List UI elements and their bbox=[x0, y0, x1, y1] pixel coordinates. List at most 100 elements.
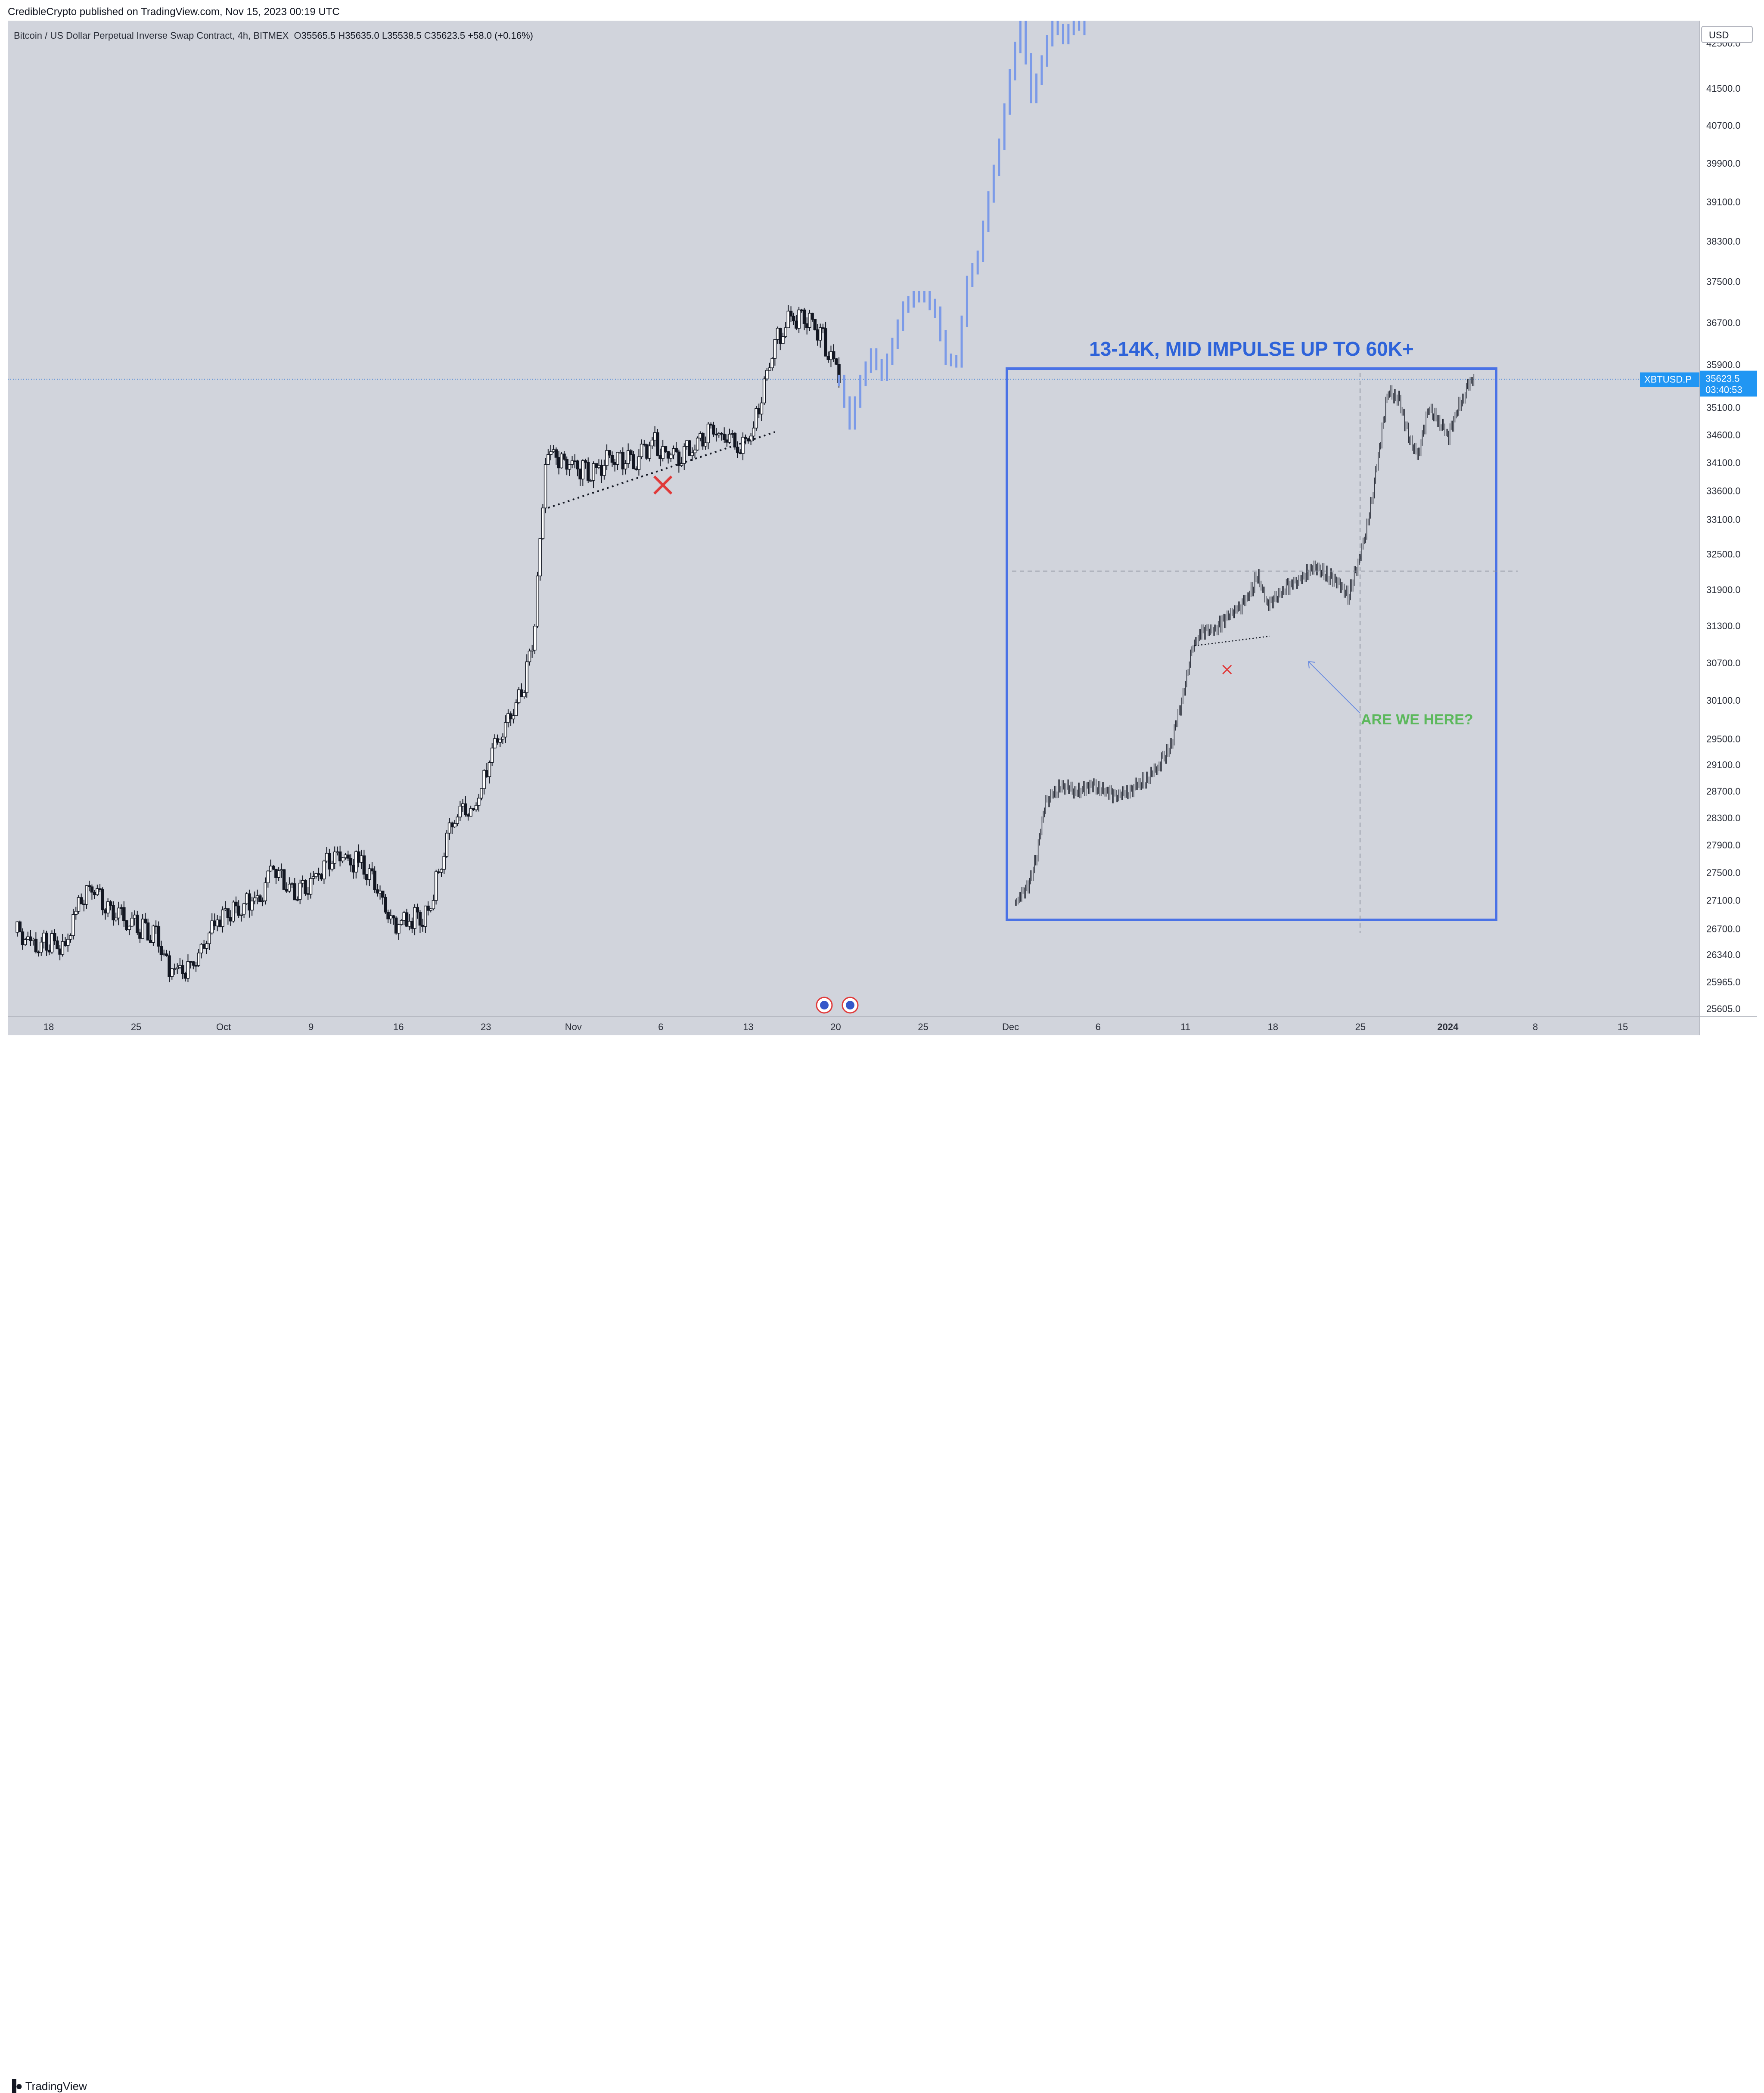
candle-body bbox=[298, 882, 302, 900]
candle-body bbox=[453, 823, 457, 828]
candle-body bbox=[394, 917, 398, 934]
time-tick-label: 2024 bbox=[1437, 1022, 1459, 1032]
candle-body bbox=[683, 446, 686, 464]
candle-body bbox=[304, 880, 307, 894]
candle-body bbox=[127, 925, 131, 930]
candle-body bbox=[533, 626, 537, 651]
chart-pane[interactable]: 13-14K, MID IMPULSE UP TO 60K+ ARE WE HE… bbox=[8, 21, 1699, 1016]
legend-high: 35635.0 bbox=[345, 30, 379, 41]
price-tick-label: 35900.0 bbox=[1706, 359, 1741, 370]
candle-body bbox=[621, 452, 625, 469]
candle-body bbox=[744, 437, 747, 439]
candle-body bbox=[218, 919, 222, 927]
candle-body bbox=[597, 465, 601, 468]
candle-body bbox=[426, 905, 430, 911]
candle-body bbox=[71, 914, 75, 936]
candle-body bbox=[589, 480, 593, 482]
candle-body bbox=[82, 904, 86, 905]
candle-body bbox=[154, 925, 158, 927]
price-tick-label: 27100.0 bbox=[1706, 895, 1741, 906]
candle-body bbox=[50, 933, 54, 953]
candle-body bbox=[295, 899, 299, 901]
candle-body bbox=[389, 915, 393, 919]
candle-body bbox=[554, 449, 558, 458]
candle-body bbox=[149, 940, 152, 943]
axis-corner bbox=[1699, 1016, 1757, 1036]
candle-body bbox=[757, 408, 761, 415]
fractal-box bbox=[1006, 367, 1497, 921]
candle-body bbox=[480, 788, 483, 799]
candle-body bbox=[543, 464, 547, 509]
candle-body bbox=[397, 924, 401, 934]
legend-c-label: C bbox=[424, 30, 431, 41]
candle-body bbox=[706, 423, 710, 443]
candle-body bbox=[136, 914, 139, 933]
candle-body bbox=[522, 692, 526, 697]
candle-body bbox=[407, 921, 411, 927]
candle-body bbox=[186, 961, 190, 979]
candle-body bbox=[685, 440, 689, 447]
time-tick-label: 25 bbox=[918, 1022, 928, 1032]
headline-annotation: 13-14K, MID IMPULSE UP TO 60K+ bbox=[1089, 338, 1414, 360]
candle-body bbox=[42, 932, 46, 943]
candle-body bbox=[202, 944, 206, 949]
price-tick-label: 33100.0 bbox=[1706, 514, 1741, 525]
candle-body bbox=[599, 465, 603, 476]
legend-title: Bitcoin / US Dollar Perpetual Inverse Sw… bbox=[14, 30, 289, 41]
time-axis[interactable]: 18 25 Oct 9 16 23 Nov 6 13 20 25 Dec 6 11 18 25 2024 8 15 bbox=[8, 1016, 1699, 1036]
candle-body bbox=[658, 455, 662, 459]
question-annotation: ARE WE HERE? bbox=[1361, 711, 1473, 728]
candle-body bbox=[87, 885, 91, 887]
candle-body bbox=[344, 854, 347, 858]
time-tick-label: 18 bbox=[43, 1022, 54, 1032]
fractal-cross bbox=[1222, 665, 1232, 674]
chart-svg[interactable]: 13-14K, MID IMPULSE UP TO 60K+ ARE WE HE… bbox=[8, 21, 1699, 1016]
candle-body bbox=[85, 885, 88, 905]
candle-body bbox=[701, 433, 705, 447]
candle-body bbox=[26, 936, 30, 940]
candle-body bbox=[503, 722, 507, 738]
candle-body bbox=[469, 808, 472, 817]
candle-body bbox=[258, 895, 262, 902]
price-tick-label: 29100.0 bbox=[1706, 760, 1741, 770]
time-tick-label: Oct bbox=[216, 1022, 231, 1032]
candle-body bbox=[768, 367, 771, 371]
candle-body bbox=[384, 897, 387, 913]
candle-body bbox=[811, 313, 814, 320]
candle-body bbox=[640, 444, 643, 457]
candle-body bbox=[210, 920, 214, 934]
candle-body bbox=[447, 822, 451, 834]
candle-body bbox=[253, 897, 257, 902]
candle-body bbox=[765, 370, 769, 379]
candle-body bbox=[826, 356, 830, 360]
currency-button[interactable]: USD bbox=[1701, 26, 1753, 43]
candle-body bbox=[410, 921, 414, 929]
candle-body bbox=[424, 905, 427, 927]
candle-body bbox=[749, 435, 753, 441]
candle-body bbox=[650, 440, 654, 447]
candle-body bbox=[192, 961, 195, 966]
candle-body bbox=[496, 738, 499, 743]
candle-body bbox=[442, 856, 446, 870]
time-tick-label: 18 bbox=[1268, 1022, 1278, 1032]
legend-l-label: L bbox=[382, 30, 388, 41]
candle-body bbox=[760, 402, 764, 415]
candle-body bbox=[165, 953, 168, 956]
candle-body bbox=[586, 462, 590, 481]
candle-body bbox=[317, 873, 320, 875]
candle-body bbox=[530, 649, 534, 652]
price-axis[interactable]: 42500.041500.040700.039900.039100.038300… bbox=[1699, 21, 1757, 1016]
symbol-tag-label: XBTUSD.P bbox=[1644, 374, 1692, 385]
candle-body bbox=[699, 433, 702, 439]
candle-body bbox=[376, 889, 379, 894]
candle-body bbox=[56, 940, 59, 950]
candle-body bbox=[277, 870, 280, 878]
candle-body bbox=[114, 917, 118, 921]
price-tick-label: 37500.0 bbox=[1706, 276, 1741, 287]
candle-body bbox=[288, 884, 291, 892]
candle-body bbox=[159, 946, 163, 955]
candle-body bbox=[205, 943, 208, 949]
tradingview-logo[interactable]: ▐● TradingView bbox=[8, 2079, 87, 2093]
candle-body bbox=[800, 309, 804, 311]
candle-body bbox=[282, 869, 286, 890]
